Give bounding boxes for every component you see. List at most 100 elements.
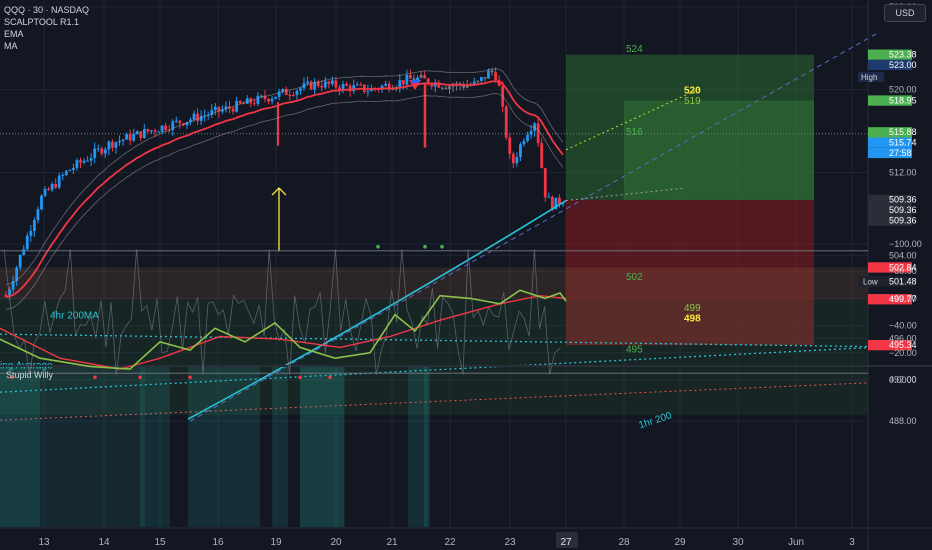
candle-body [213,106,217,110]
candle-body [284,88,288,96]
candle-body [444,87,448,89]
candle-body [515,157,519,164]
signal-dot [376,244,380,249]
countdown-label: 27:58 [889,148,912,158]
candle-body [487,70,490,79]
candle-body [79,160,82,163]
candles [4,67,565,301]
candle-body [22,249,26,255]
oscillator-shade [272,367,288,527]
candle-body [359,84,363,86]
candle-body [348,85,352,92]
date-label: 21 [386,537,398,548]
candle-body [387,83,391,90]
candle-body [174,120,178,122]
candle-body [160,125,164,132]
level-label: 519 [684,96,701,107]
candle-body [125,134,129,140]
candle-body [472,81,476,85]
candle-body [57,175,61,188]
candle-body [291,95,295,97]
candle-body [54,183,58,188]
indicator-scalptool[interactable]: SCALPTOOL R1.1 [4,17,80,27]
date-label: 28 [618,537,630,548]
price-badge [868,127,912,138]
candle-body [384,83,388,86]
date-label: 19 [270,537,282,548]
candle-body [497,79,501,86]
candle-body [352,85,356,92]
position-stop-zone [566,199,814,346]
candle-body [43,188,47,196]
osc-fast-line [0,289,567,370]
candle-body [192,113,196,120]
price-badge-label: 499.77 [889,294,917,304]
candle-body [430,83,434,87]
candle-body [536,123,540,144]
level-label: 502 [626,272,643,283]
candle-body [366,91,370,93]
price-badge [868,137,912,148]
level-label: 516 [626,127,643,138]
osc-tick: −80.00 [889,266,917,276]
price-tick: 520.00 [889,85,917,95]
candle-body [295,90,299,96]
candle-body [398,80,402,88]
price-badge-label: 509.36 [889,195,917,205]
candle-body [142,129,146,138]
candle-body [483,77,487,79]
ema-band-upper [5,68,564,285]
candle-body [199,115,203,121]
candle-body [277,91,281,97]
candle-body [15,267,19,282]
price-badge [868,59,912,71]
date-label: 20 [330,537,342,548]
candle-body [256,95,260,104]
candle-body [171,121,175,130]
candle-body [320,85,324,88]
currency-button[interactable]: USD [884,4,926,22]
candle-body [164,125,168,130]
candle-body [29,230,33,236]
candle-body [82,160,86,163]
date-label-active: 27 [560,537,572,548]
candle-body [288,95,292,97]
indicator-ma[interactable]: MA [4,41,18,51]
signal-dot [10,375,14,380]
candle-body [270,98,274,102]
indicator-ema[interactable]: EMA [4,29,24,39]
candle-body [75,160,79,169]
candle-body [316,81,320,86]
candle-body [121,139,125,141]
position-target-zone [566,54,814,200]
candle-body [50,183,54,190]
candle-body [8,289,11,297]
oscillator-shade [0,367,145,527]
candle-body [547,196,551,198]
candle-body [306,81,309,84]
candle-body [323,81,327,88]
candle-body [526,134,529,141]
date-label: 27 [560,537,572,548]
candle-body [409,75,412,79]
symbol-title[interactable]: QQQ · 30 · NASDAQ [4,5,90,15]
candle-body [433,82,437,87]
candle-body [419,75,423,78]
signal-dot [138,375,142,380]
candle-body [185,121,189,126]
price-badge [868,49,912,60]
level-label: 524 [626,44,643,55]
candle-body [4,294,8,297]
candle-body [309,81,313,90]
price-tick: 488.00 [889,416,917,426]
candle-body [135,131,139,135]
candle-body [231,108,235,112]
price-badge [868,215,912,226]
candle-body [511,153,515,164]
candle-body [157,131,160,133]
candle-body [391,88,395,90]
candle-body [426,78,430,84]
candle-body [89,158,93,161]
oscillator-pane [0,244,868,527]
